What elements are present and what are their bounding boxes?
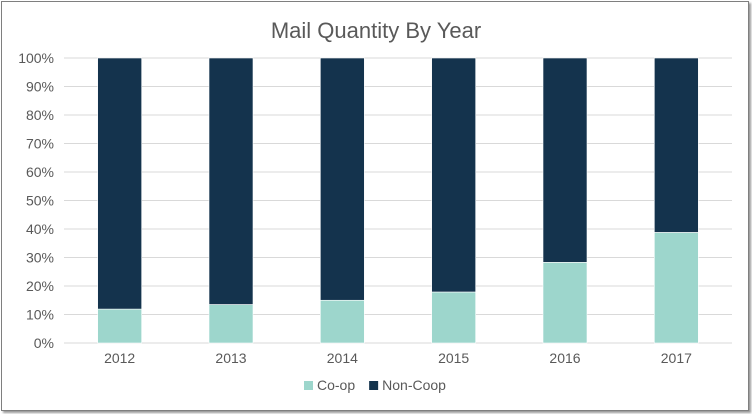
y-tick-label: 80% [26,107,54,123]
chart-title: Mail Quantity By Year [271,18,481,43]
x-tick-label: 2014 [327,350,358,366]
y-tick-label: 50% [26,193,54,209]
bar-non-coop-2017 [654,57,699,233]
legend-label: Co-op [317,377,355,393]
bar-non-coop-2012 [97,57,142,310]
bar-co-op-2013 [208,304,254,344]
x-tick-label: 2017 [661,350,692,366]
legend-label: Non-Coop [382,377,446,393]
y-tick-label: 40% [26,221,54,237]
bar-co-op-2012 [97,308,142,344]
y-tick-label: 60% [26,164,54,180]
y-tick-label: 10% [26,307,54,323]
legend-swatch [304,381,313,390]
bar-co-op-2017 [654,232,699,344]
x-tick-label: 2013 [215,350,246,366]
bar-non-coop-2014 [320,57,365,301]
bar-co-op-2015 [431,291,476,344]
x-tick-label: 2016 [549,350,580,366]
bar-non-coop-2015 [431,57,476,293]
y-tick-label: 0% [34,335,54,351]
x-tick-label: 2012 [104,350,135,366]
legend-swatch [369,381,379,390]
y-tick-label: 100% [18,50,54,66]
x-tick-label: 2015 [438,350,469,366]
bar-co-op-2014 [320,299,365,344]
y-tick-label: 20% [26,278,54,294]
y-tick-label: 30% [26,250,54,266]
y-tick-label: 70% [26,136,54,152]
bar-non-coop-2013 [208,57,254,305]
bar-co-op-2016 [542,262,588,344]
bar-non-coop-2016 [542,57,588,263]
y-tick-label: 90% [26,79,54,95]
